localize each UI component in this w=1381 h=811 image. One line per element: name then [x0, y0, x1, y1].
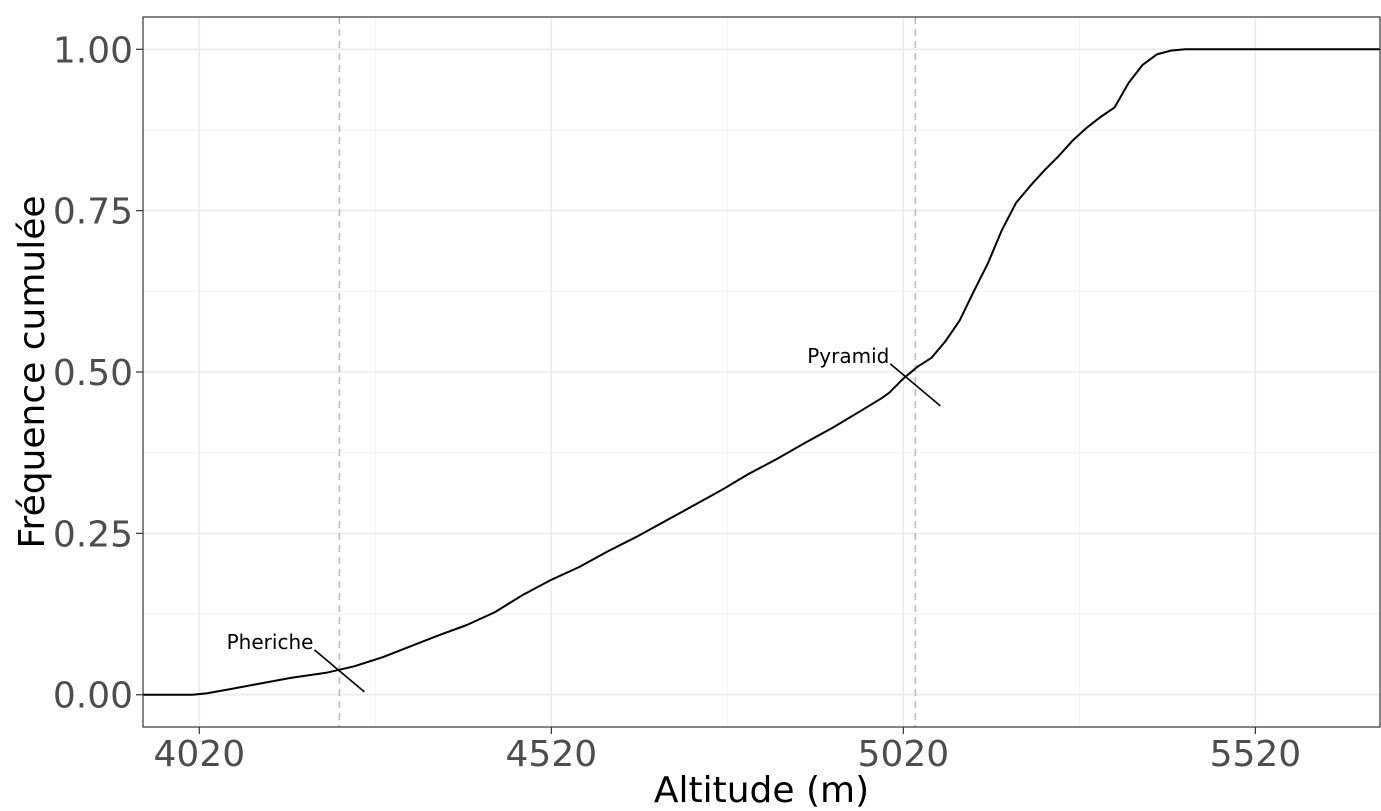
cumulative-frequency-line [143, 48, 1380, 696]
y-tick-label: 1.00 [53, 30, 133, 71]
x-tick-label: 4520 [506, 734, 598, 775]
y-axis: 0.00 0.25 0.50 0.75 1.00 [53, 30, 143, 717]
y-tick-label: 0.75 [53, 192, 133, 233]
annotation-label: Pyramid [807, 344, 889, 368]
x-tick-label: 5020 [858, 734, 950, 775]
y-tick-label: 0.25 [53, 514, 133, 555]
x-axis-title: Altitude (m) [654, 770, 869, 811]
x-tick-label: 4020 [154, 734, 246, 775]
y-axis-title: Fréquence cumulée [12, 195, 53, 548]
reference-lines [338, 17, 917, 727]
annotation-leader [313, 649, 365, 693]
y-tick-label: 0.00 [53, 676, 133, 717]
grid-major [143, 17, 1380, 727]
annotation-label: Pheriche [227, 630, 314, 654]
annotations: Pheriche Pyramid [227, 344, 941, 693]
annotation-leader [889, 363, 941, 407]
x-axis: 4020 4520 5020 5520 [154, 727, 1302, 775]
series-group [143, 48, 1380, 696]
x-tick-label: 5520 [1210, 734, 1302, 775]
y-tick-label: 0.50 [53, 353, 133, 394]
